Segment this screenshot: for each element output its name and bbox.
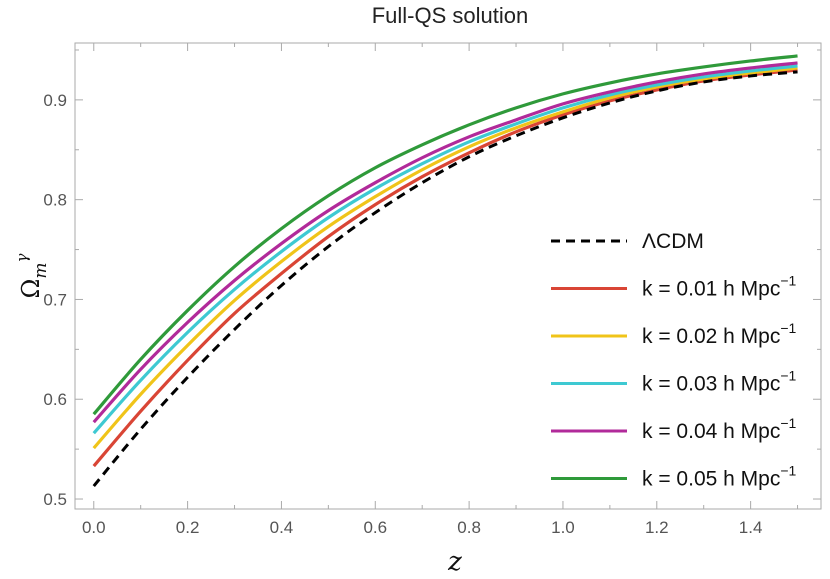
legend-label-text: k = 0.05 h Mpc <box>642 468 780 491</box>
legend-label-superscript: −1 <box>780 273 796 289</box>
series-line-5 <box>92 54 798 416</box>
legend-label-1: k = 0.01 h Mpc−1 <box>642 273 797 301</box>
legend-label-4: k = 0.04 h Mpc−1 <box>642 415 797 443</box>
x-axis-title: z <box>447 547 462 577</box>
x-tick-label: 1.0 <box>551 518 575 537</box>
x-tick-label: 0.6 <box>363 518 387 537</box>
legend-label-text: ΛCDM <box>642 230 704 253</box>
legend-label-text: k = 0.01 h Mpc <box>642 278 780 301</box>
x-tick-label: 0.8 <box>457 518 481 537</box>
legend-label-text: k = 0.03 h Mpc <box>642 373 780 396</box>
legend-label-3: k = 0.03 h Mpc−1 <box>642 368 797 396</box>
y-axis-title-base: Ω <box>17 279 45 299</box>
legend-label-superscript: −1 <box>780 463 796 479</box>
series-line-0 <box>92 70 798 488</box>
y-axis-title-subscript: m <box>31 262 51 278</box>
series-line-1 <box>92 68 798 468</box>
y-axis-title-superscript: γ <box>13 253 31 262</box>
series-line-2 <box>92 66 798 450</box>
x-tick-label: 0.2 <box>176 518 200 537</box>
series-line-4 <box>92 61 798 424</box>
x-tick-label: 0.4 <box>270 518 294 537</box>
y-tick-label: 0.5 <box>43 490 67 509</box>
y-axis-ticks: 0.5 0.6 0.7 0.8 0.9 <box>43 49 821 509</box>
legend-label-0: ΛCDM <box>642 230 704 253</box>
series-line-3 <box>92 64 798 435</box>
legend-label-superscript: −1 <box>780 320 796 336</box>
legend-label-5: k = 0.05 h Mpc−1 <box>642 463 797 491</box>
y-tick-label: 0.8 <box>43 191 67 210</box>
plot-frame <box>74 42 822 510</box>
legend-label-2: k = 0.02 h Mpc−1 <box>642 320 797 348</box>
y-tick-label: 0.9 <box>43 91 67 110</box>
x-axis-ticks: 0.0 0.2 0.4 0.6 0.8 1.0 1.2 1.4 <box>82 43 799 537</box>
legend-label-text: k = 0.04 h Mpc <box>642 420 780 443</box>
x-tick-label: 1.2 <box>645 518 669 537</box>
legend-label-superscript: −1 <box>780 368 796 384</box>
x-tick-label: 0.0 <box>82 518 106 537</box>
y-tick-label: 0.6 <box>43 390 67 409</box>
chart-title: Full-QS solution <box>372 3 529 28</box>
x-tick-label: 1.4 <box>739 518 763 537</box>
y-tick-label: 0.7 <box>43 290 67 309</box>
y-axis-title: Ωmγ <box>13 253 51 298</box>
legend-label-text: k = 0.02 h Mpc <box>642 325 780 348</box>
series-lines <box>92 54 798 488</box>
legend-label-superscript: −1 <box>780 415 796 431</box>
